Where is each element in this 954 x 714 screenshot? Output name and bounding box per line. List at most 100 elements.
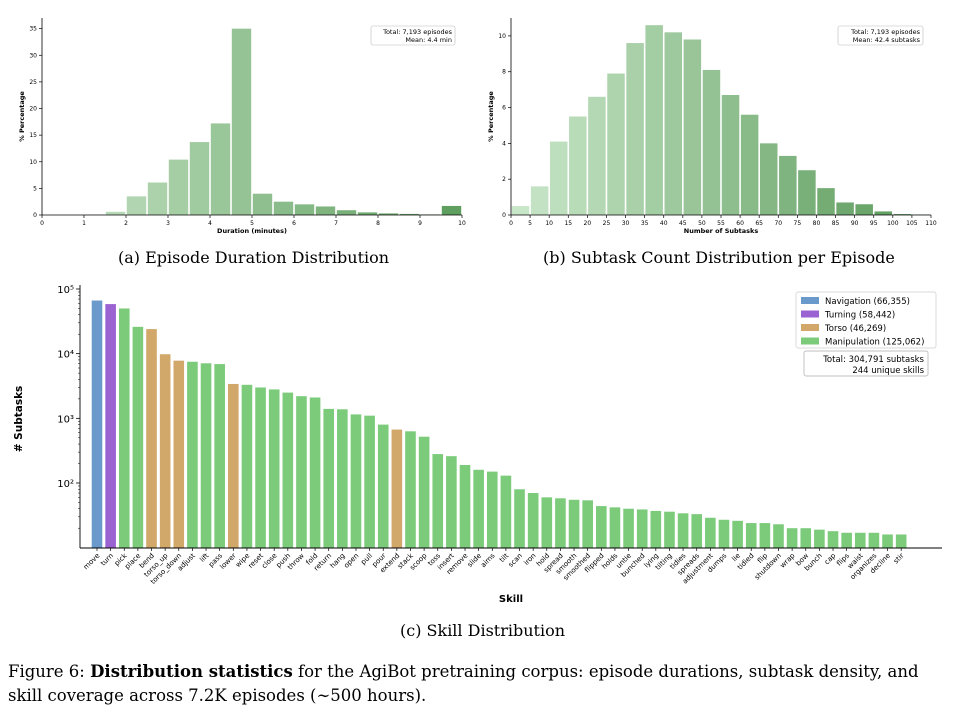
skill-tick-label: cap [823, 551, 838, 566]
skill-bar [446, 456, 457, 548]
skill-bar [664, 511, 675, 548]
histogram-bar [294, 204, 315, 215]
x-tick-label: 30 [622, 220, 630, 227]
histogram-bar [549, 141, 568, 215]
skill-bar [337, 409, 348, 548]
x-tick-label: 40 [660, 220, 668, 227]
skill-bar [200, 363, 212, 548]
caption-c: (c) Skill Distribution [400, 621, 566, 640]
skill-bar [377, 424, 389, 548]
x-tick-label: 50 [698, 220, 706, 227]
y-tick-label: 25 [29, 79, 37, 86]
histogram-bar [378, 213, 399, 215]
skill-bar [827, 531, 839, 548]
y-tick-label: 0 [502, 212, 506, 219]
skill-bar [159, 354, 171, 548]
x-tick-label: 55 [717, 220, 725, 227]
histogram-bar [721, 95, 740, 215]
y-tick-label: 6 [502, 105, 506, 112]
skill-bar [773, 524, 784, 548]
skill-bar [514, 489, 525, 548]
x-tick-label: 70 [774, 220, 782, 227]
histogram-bar [357, 212, 378, 215]
legend-label: Torso (46,269) [824, 324, 886, 334]
histogram-bar [315, 206, 336, 215]
x-tick-label: 2 [124, 220, 128, 227]
skill-bar [282, 392, 294, 548]
histogram-bar [399, 213, 420, 215]
histogram-bar [273, 201, 294, 215]
y-tick-label: 10² [57, 479, 74, 490]
histogram-bar [893, 214, 912, 215]
x-axis-label: Skill [499, 594, 523, 605]
skill-bar [350, 414, 362, 548]
histogram-bar [664, 32, 683, 216]
skill-bar [146, 329, 157, 548]
histogram-bar [779, 155, 797, 215]
skill-distribution-chart: moveturnpickplacebendtorso_uptorso_downa… [13, 285, 942, 605]
skill-bar [323, 408, 335, 548]
skill-bar [636, 509, 648, 548]
skill-bar [296, 396, 307, 548]
histogram-bar [126, 196, 147, 215]
x-tick-label: 0 [509, 220, 513, 227]
skill-tick-label: open [342, 552, 360, 570]
histogram-bar [645, 25, 663, 216]
skill-tick-label: stir [892, 552, 906, 566]
y-tick-label: 20 [29, 106, 37, 113]
skill-bar [268, 389, 280, 548]
skill-bar [105, 304, 116, 548]
skill-bar [800, 528, 812, 548]
histogram-bar [336, 210, 357, 215]
y-axis-label: # Subtasks [13, 386, 25, 453]
y-tick-label: 5 [33, 185, 37, 192]
skill-bar [650, 510, 662, 548]
histogram-bar [441, 205, 462, 215]
x-tick-label: 110 [925, 220, 937, 227]
skill-bar [541, 497, 553, 548]
skill-bar [854, 532, 866, 548]
x-tick-label: 75 [794, 220, 802, 227]
skill-bar [841, 532, 852, 548]
x-tick-label: 25 [603, 220, 611, 227]
skill-bar [405, 431, 416, 548]
histogram-bar [702, 69, 721, 215]
histogram-bar [798, 170, 816, 215]
x-tick-label: 90 [851, 220, 859, 227]
y-tick-label: 10⁵ [57, 285, 74, 296]
legend-label: Navigation (66,355) [825, 297, 910, 307]
x-tick-label: 5 [250, 220, 254, 227]
histogram-bar [817, 188, 835, 215]
histogram-bar [105, 211, 126, 215]
x-tick-label: 10 [545, 220, 553, 227]
skill-bar [582, 500, 593, 548]
x-tick-label: 0 [40, 220, 44, 227]
histogram-bar [530, 186, 549, 215]
skill-bar [623, 508, 634, 548]
skill-bar [459, 464, 471, 548]
skill-bar [718, 519, 730, 548]
y-tick-label: 8 [502, 69, 506, 76]
legend-label: Manipulation (125,062) [825, 338, 924, 348]
stats-mean-text: Mean: 42.4 subtasks [853, 36, 921, 44]
histogram-bar [189, 142, 210, 215]
caption-b: (b) Subtask Count Distribution per Episo… [543, 248, 895, 267]
y-tick-label: 10⁴ [57, 350, 74, 361]
x-tick-label: 105 [906, 220, 918, 227]
skill-bar [364, 415, 375, 548]
x-tick-label: 85 [832, 220, 840, 227]
histogram-bar [759, 143, 778, 215]
skill-bar [187, 361, 198, 548]
y-tick-label: 2 [502, 176, 506, 183]
subtask-count-histogram: 0 5 10 15 20 25 30 35 40 45 50 55 60 65 70 75 80 85 90 95 10… [487, 18, 937, 235]
skill-bar [759, 523, 771, 548]
figure-bold-text: Distribution statistics [90, 662, 293, 681]
skill-bar [691, 514, 703, 548]
legend-swatch [801, 324, 819, 331]
skill-bar [432, 454, 444, 548]
skill-bar [241, 384, 253, 548]
stats-mean-text: Mean: 4.4 min [405, 36, 452, 44]
skill-tick-label: turn [99, 552, 115, 568]
figure-text: for the AgiBot pretraining corpus: episo… [8, 662, 919, 705]
histogram-bar [740, 114, 759, 215]
